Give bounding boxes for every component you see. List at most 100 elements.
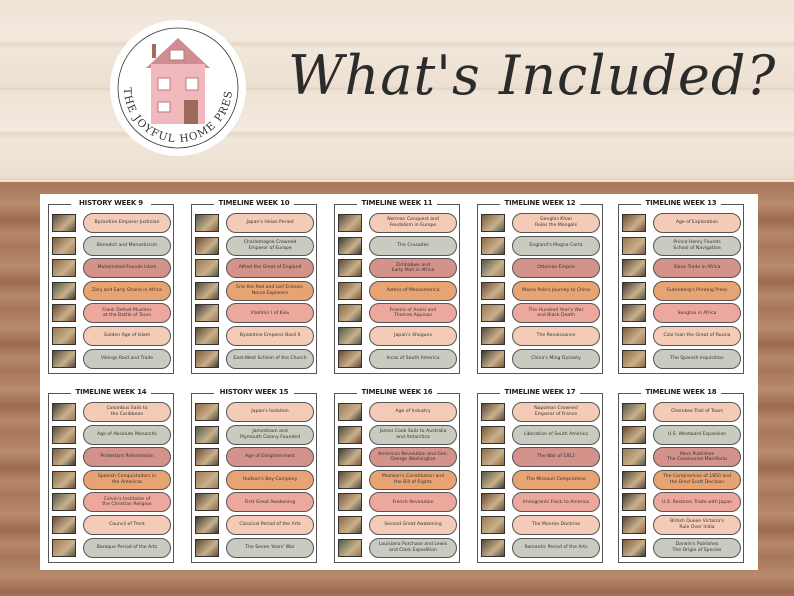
thumbnail-image (52, 425, 76, 444)
event-label: Baroque Period of the Arts (83, 537, 171, 558)
timeline-item: Age of Absolute Monarchs (52, 424, 172, 445)
event-label: Protestant Reformation (83, 447, 171, 468)
week-card: HISTORY WEEK 15 Japan's Isolation Jamestow… (189, 385, 319, 565)
card-title: TIMELINE WEEK 16 (361, 388, 433, 396)
timeline-item: Incas of South America (338, 348, 458, 369)
timeline-item: The Monroe Doctrine (481, 515, 601, 535)
thumbnail-image (195, 214, 219, 232)
thumbnail-image (338, 448, 362, 467)
thumbnail-image (338, 281, 362, 300)
card-frame (191, 393, 317, 563)
timeline-item: Slave Trade in Africa (622, 258, 742, 279)
thumbnail-image (481, 425, 505, 444)
timeline-item: Golden Age of Islam (52, 326, 172, 346)
event-label: Marx Publishes The Communist Manifesto (653, 447, 741, 468)
timeline-item: England's Magna Carta (481, 235, 601, 256)
event-label: James Cook Sails to Australia and Antarc… (369, 424, 457, 445)
thumbnail-image (195, 304, 219, 323)
timeline-item: Columbus Sails to the Caribbean (52, 402, 172, 422)
week-card: TIMELINE WEEK 18 Cherokee Trail of Tears U… (616, 385, 746, 565)
week-card: HISTORY WEEK 9 Byzantine Emperor Justinia… (46, 196, 176, 376)
timeline-item: Japan's Shoguns (338, 326, 458, 346)
timeline-item: Calvin's Institutes of the Christian Rel… (52, 492, 172, 513)
event-label: Incas of South America (369, 348, 457, 369)
timeline-item: Jamestown and Plymouth Colony Founded (195, 424, 315, 445)
card-title: TIMELINE WEEK 10 (218, 199, 290, 207)
thumbnail-image (52, 516, 76, 534)
thumbnail-image (338, 425, 362, 444)
event-label: The Hundred Year's War and Black Death (512, 303, 600, 324)
timeline-item: Hudson's Bay Company (195, 469, 315, 490)
thumbnail-image (52, 403, 76, 421)
timeline-item: British Queen Victoria's Rule Over India (622, 515, 742, 535)
card-title: HISTORY WEEK 15 (219, 388, 289, 396)
thumbnail-image (195, 281, 219, 300)
thumbnail-image (195, 448, 219, 467)
event-label: Songhai in Africa (653, 303, 741, 324)
timeline-item: Songhai in Africa (622, 303, 742, 324)
event-label: First Great Awakening (226, 492, 314, 513)
thumbnail-image (622, 403, 646, 421)
week-card: TIMELINE WEEK 14 Columbus Sails to the Ca… (46, 385, 176, 565)
thumbnail-image (338, 327, 362, 345)
timeline-item: The Crusades (338, 235, 458, 256)
event-label: Slave Trade in Africa (653, 258, 741, 279)
event-label: Romantic Period of the Arts (512, 537, 600, 558)
thumbnail-image (481, 493, 505, 512)
timeline-item: Age of Enlightenment (195, 447, 315, 468)
timeline-item: Frank Defeat Muslims at the Battle of To… (52, 303, 172, 324)
thumbnail-image (52, 493, 76, 512)
thumbnail-image (481, 403, 505, 421)
event-label: Louisiana Purchase and Lewis and Clark E… (369, 537, 457, 558)
thumbnail-image (338, 403, 362, 421)
event-label: Norman Conquest and Feudalism in Europe (369, 213, 457, 233)
event-label: Czar Ivan the Great of Russia (653, 326, 741, 346)
event-label: Second Great Awakening (369, 515, 457, 535)
timeline-item: Japan's Isolation (195, 402, 315, 422)
timeline-item: Muhammad Founds Islam (52, 258, 172, 279)
week-card: TIMELINE WEEK 10 Japan's Heian Period Char… (189, 196, 319, 376)
thumbnail-image (481, 470, 505, 489)
event-label: Hudson's Bay Company (226, 469, 314, 490)
thumbnail-image (338, 214, 362, 232)
thumbnail-image (481, 281, 505, 300)
card-title: TIMELINE WEEK 11 (361, 199, 433, 207)
timeline-item: U.S. Restores Trade with Japan (622, 492, 742, 513)
timeline-item: Aztecs of Mesoamerica (338, 280, 458, 301)
event-label: Japan's Shoguns (369, 326, 457, 346)
timeline-item: Louisiana Purchase and Lewis and Clark E… (338, 537, 458, 558)
event-label: Madison's Constitution and the Bill of R… (369, 469, 457, 490)
card-frame (618, 204, 744, 374)
worksheet-preview: HISTORY WEEK 9 Byzantine Emperor Justinia… (40, 194, 758, 570)
event-label: Cherokee Trail of Tears (653, 402, 741, 422)
thumbnail-image (622, 493, 646, 512)
event-label: Golden Age of Islam (83, 326, 171, 346)
event-label: The Missouri Compromise (512, 469, 600, 490)
timeline-item: Protestant Reformation (52, 447, 172, 468)
thumbnail-image (481, 516, 505, 534)
event-label: British Queen Victoria's Rule Over India (653, 515, 741, 535)
timeline-item: Byzantine Emperor Basil II (195, 326, 315, 346)
event-label: Genghis Khan Rules the Mongols (512, 213, 600, 233)
timeline-item: The Hundred Year's War and Black Death (481, 303, 601, 324)
thumbnail-image (52, 470, 76, 489)
thumbnail-image (338, 538, 362, 557)
timeline-item: Alfred the Great of England (195, 258, 315, 279)
card-title: TIMELINE WEEK 17 (504, 388, 576, 396)
timeline-item: The Seven Years' War (195, 537, 315, 558)
card-frame (191, 204, 317, 374)
event-label: French Revolution (369, 492, 457, 513)
timeline-item: Vikings Raid and Trade (52, 348, 172, 369)
thumbnail-image (481, 259, 505, 278)
timeline-item: Age of Exploration (622, 213, 742, 233)
timeline-item: Zanj and Early Ghana in Africa (52, 280, 172, 301)
timeline-item: American Revolution and Gen. George Wash… (338, 447, 458, 468)
thumbnail-image (481, 214, 505, 232)
week-card: TIMELINE WEEK 12 Genghis Khan Rules the M… (475, 196, 605, 376)
thumbnail-image (195, 259, 219, 278)
thumbnail-image (195, 236, 219, 255)
thumbnail-image (481, 538, 505, 557)
event-label: Council of Trent (83, 515, 171, 535)
timeline-item: Prince Henry Founds School of Navigation (622, 235, 742, 256)
event-label: China's Ming Dynasty (512, 348, 600, 369)
